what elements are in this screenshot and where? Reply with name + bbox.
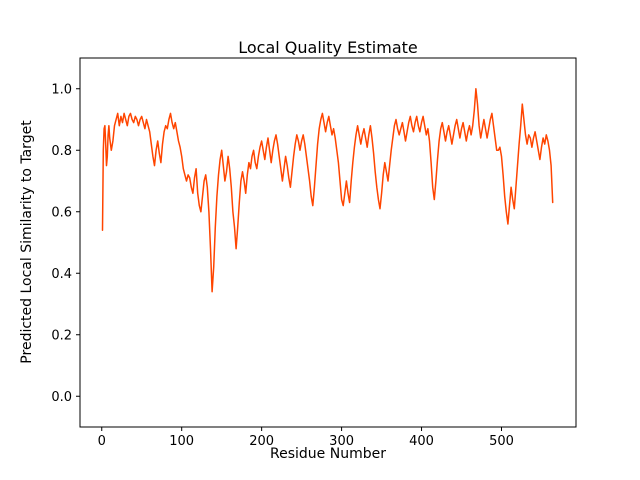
x-axis-label: Residue Number [270,446,386,462]
x-tick-label: 400 [409,434,434,449]
data-line [101,88,554,293]
y-tick-label: 0.4 [51,267,72,282]
axes-frame [79,57,577,428]
x-tick-label: 0 [98,434,106,449]
x-tick-label: 100 [169,434,194,449]
y-tick-label: 0.0 [51,390,72,405]
chart-title: Local Quality Estimate [238,38,418,57]
y-tick-label: 0.8 [51,144,72,159]
x-tick-label: 300 [329,434,354,449]
y-tick-label: 0.2 [51,328,72,343]
y-tick-label: 1.0 [51,82,72,97]
x-tick-label: 200 [249,434,274,449]
y-tick-label: 0.6 [51,205,72,220]
x-tick-label: 500 [489,434,514,449]
